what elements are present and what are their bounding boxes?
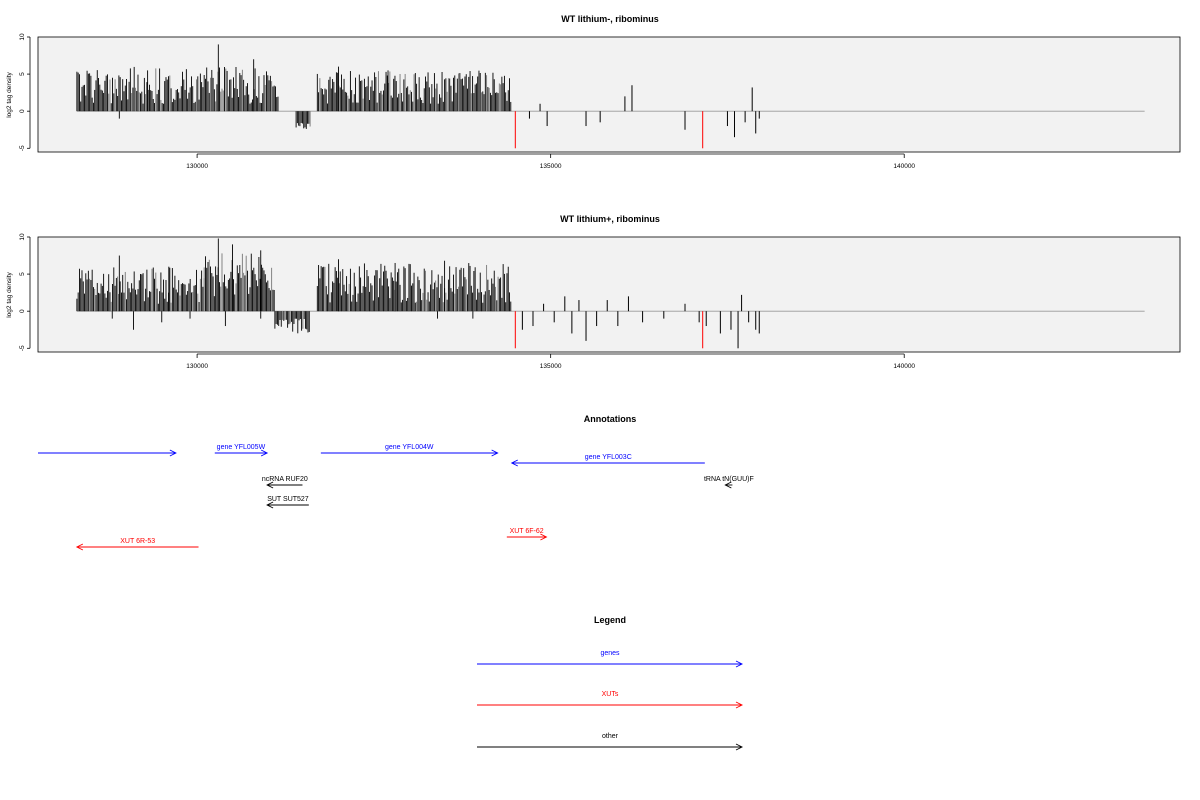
x-tick-label: 130000 [186,363,208,370]
arrowhead-right-icon [735,660,744,668]
y-tick-label: 10 [19,33,26,41]
annotation-feature: gene YFL003C [510,454,705,467]
x-tick-label: 140000 [893,363,915,370]
panel-2-coverage-bars [76,238,1145,349]
arrowhead-left-icon [266,501,274,509]
annotation-label: tRNA tN(GUU)F [704,476,754,483]
legend-item: other [477,733,744,751]
legend-item: XUTs [477,691,744,709]
annotations-track: Annotations gene YFL005W gene YFL004Wgene… [38,414,754,551]
annotation-label: gene YFL004W [385,444,434,451]
annotation-label: XUT 6F-62 [510,528,544,535]
annotation-label: XUT 6R-53 [120,538,155,545]
y-tick-label: 5 [19,72,26,76]
y-tick-label: 10 [19,233,26,241]
legend-items: genes XUTs other [477,650,744,751]
arrowhead-right-icon [491,449,499,457]
legend-item: genes [477,650,744,668]
y-tick-label: 0 [19,309,26,313]
annotation-feature: gene YFL005W [214,444,269,457]
panel-1-title: WT lithium-, ribominus [561,14,659,24]
legend-item-label: genes [600,650,620,657]
annotation-feature [38,449,177,457]
annotation-label: gene YFL003C [585,454,632,461]
arrowhead-left-icon [510,459,518,467]
panel-2-title: WT lithium+, ribominus [560,214,660,224]
panel-1-y-axis-label: log2 tag density [6,71,13,117]
coverage-panel-lithium-minus: WT lithium-, ribominus log2 tag density … [6,14,1181,170]
annotation-features: gene YFL005W gene YFL004W gene YFL003C tRNA… [38,444,754,551]
arrowhead-left-icon [75,543,84,551]
annotation-feature: tRNA tN(GUU)F [704,476,754,489]
x-tick-label: 140000 [893,163,915,170]
x-tick-label: 130000 [186,163,208,170]
annotation-label: SUT SUT527 [267,496,309,503]
annotation-label: gene YFL005W [217,444,266,451]
panel-1-plot-area [37,36,1181,153]
coverage-panel-lithium-plus: WT lithium+, ribominus log2 tag density … [6,214,1181,370]
annotation-feature: ncRNA RUF20 [262,476,308,489]
panel-2-y-axis-label: log2 tag density [6,271,13,317]
y-tick-label: -5 [19,145,26,151]
y-tick-label: -5 [19,345,26,351]
annotation-feature: XUT 6F-62 [506,528,548,541]
legend-title: Legend [594,615,626,625]
arrowhead-right-icon [735,701,744,709]
panel-2-x-axis: 130000 135000 140000 [186,353,915,370]
annotation-feature: gene YFL004W [320,444,499,457]
panel-1-x-axis: 130000 135000 140000 [186,153,915,170]
arrowhead-right-icon [540,533,548,541]
arrowhead-left-icon [266,481,274,489]
annotations-title: Annotations [584,414,637,424]
x-tick-label: 135000 [540,363,562,370]
y-tick-label: 5 [19,272,26,276]
annotation-feature: XUT 6R-53 [75,538,199,551]
legend: Legend genes XUTs other [477,615,744,751]
annotation-feature: SUT SUT527 [266,496,309,509]
arrowhead-right-icon [260,449,269,457]
x-tick-label: 135000 [540,163,562,170]
legend-item-label: XUTs [602,691,619,698]
y-tick-label: 0 [19,109,26,113]
annotation-label: ncRNA RUF20 [262,476,308,483]
arrowhead-left-icon [724,481,732,489]
legend-item-label: other [602,733,619,740]
panel-1-y-axis: -5 0 5 10 [19,33,31,151]
arrowhead-right-icon [735,743,744,751]
panel-1-coverage-bars [76,44,1145,149]
arrowhead-right-icon [169,449,177,457]
panel-2-y-axis: -5 0 5 10 [19,233,31,351]
